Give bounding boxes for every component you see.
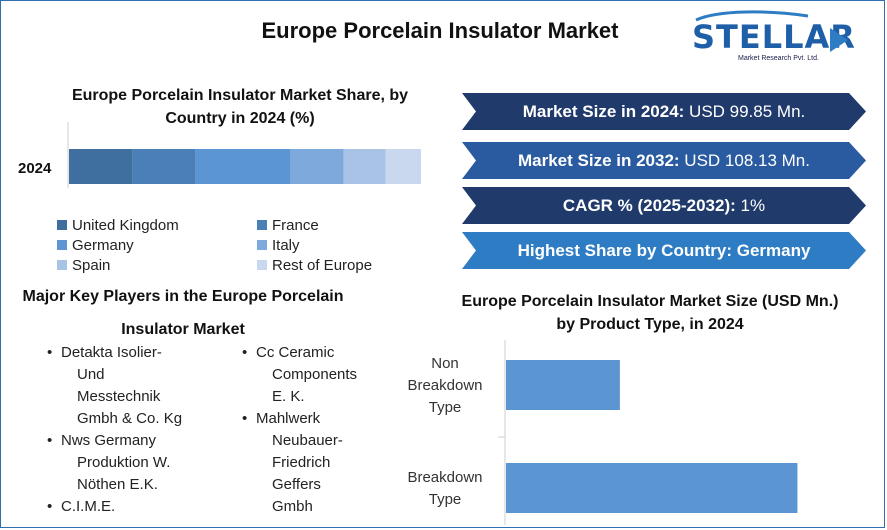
country-share-chart: 2024	[18, 122, 421, 188]
key-player-name-line: Components	[272, 366, 358, 383]
key-player-name-line: Gmbh & Co. Kg	[77, 410, 183, 427]
legend-swatch	[257, 260, 267, 270]
legend-label: Italy	[272, 237, 300, 254]
banner-cagr: CAGR % (2025-2032): 1%	[462, 187, 866, 224]
logo-tagline: Market Research Pvt. Ltd.	[738, 55, 819, 62]
key-player-name-line: Produktion W.	[77, 454, 171, 471]
share-bar-united-kingdom	[69, 149, 133, 184]
key-players-column-2: • Cc Ceramic Components E. K. • Mahlwerk Neuba…	[242, 342, 392, 518]
key-player-name: Nws Germany	[61, 432, 157, 449]
share-bar-rest-of-europe	[385, 149, 421, 184]
key-player-name-line: Friedrich	[272, 454, 331, 471]
type-bar	[506, 360, 620, 410]
banner-shape	[462, 142, 866, 179]
key-player-name-line: E. K.	[272, 388, 305, 405]
type-category-label: Breakdown Type	[407, 469, 482, 508]
key-player-name: Mahlwerk	[256, 410, 321, 427]
key-players-column-1: • Detakta Isolier- Und Messtechnik Gmbh & Co…	[47, 342, 237, 518]
banner-label: Highest Share by Country: Germany	[517, 241, 811, 260]
country-share-title: Europe Porcelain Insulator Market Share,…	[71, 87, 409, 127]
share-category-label: 2024	[18, 160, 52, 177]
share-bar-group	[69, 149, 421, 184]
banner-market-size-2032: Market Size in 2032: USD 108.13 Mn.	[462, 142, 866, 179]
key-players-title: Major Key Players in the Europe Porcelai…	[22, 288, 344, 338]
key-player-name-line: Gmbh	[272, 498, 313, 515]
legend-label: Spain	[72, 257, 111, 274]
legend-item: Spain	[57, 256, 110, 276]
type-bar-group	[506, 360, 798, 513]
bullet-icon: •	[47, 432, 53, 449]
key-player-name: C.I.M.E.	[61, 498, 116, 515]
logo-wordmark: STELLAR	[692, 18, 856, 56]
share-bar-italy	[290, 149, 344, 184]
bullet-icon: •	[47, 498, 53, 515]
key-player-item: • Mahlwerk Neubauer- Friedrich Geffers Gmbh	[242, 408, 392, 518]
share-bar-france	[132, 149, 196, 184]
banner-label: Market Size in 2032:	[518, 151, 680, 170]
legend-swatch	[257, 220, 267, 230]
banner-shape	[462, 232, 866, 269]
bullet-icon: •	[47, 344, 53, 361]
legend-swatch	[257, 240, 267, 250]
banner-shape	[462, 187, 866, 224]
legend-swatch	[57, 260, 67, 270]
legend-swatch	[57, 220, 67, 230]
key-player-name-line: Und	[77, 366, 105, 383]
legend-item: Germany	[57, 236, 134, 256]
stellar-logo: STELLAR Market Research Pvt. Ltd.	[678, 8, 878, 68]
key-player-item: • C.I.M.E.	[47, 496, 237, 518]
banner-label: Market Size in 2024:	[522, 102, 685, 121]
product-type-title: Europe Porcelain Insulator Market Size (…	[461, 293, 839, 333]
share-bar-spain	[343, 149, 386, 184]
legend-item: France	[257, 216, 319, 236]
banner-value: USD 108.13 Mn.	[679, 151, 810, 170]
key-player-item: • Detakta Isolier- Und Messtechnik Gmbh & Co…	[47, 342, 237, 430]
key-player-name-line: Nöthen E.K.	[77, 476, 158, 493]
banner-market-size-2024: Market Size in 2024: USD 99.85 Mn.	[462, 93, 866, 130]
banner-highest-share: Highest Share by Country: Germany	[462, 232, 866, 269]
bullet-icon: •	[242, 410, 248, 427]
legend-label: Rest of Europe	[272, 257, 373, 274]
key-player-item: • Nws Germany Produktion W. Nöthen E.K.	[47, 430, 237, 496]
key-player-name-line: Neubauer-	[272, 432, 343, 449]
banner-label: CAGR % (2025-2032):	[562, 196, 736, 215]
legend-item: Italy	[257, 236, 300, 256]
key-player-name: Cc Ceramic	[256, 344, 335, 361]
page-title: Europe Porcelain Insulator Market	[261, 18, 619, 43]
key-player-name: Detakta Isolier-	[61, 344, 162, 361]
key-player-name-line: Messtechnik	[77, 388, 161, 405]
legend-label: United Kingdom	[72, 217, 179, 234]
legend-label: France	[272, 217, 319, 234]
banner-value: USD 99.85 Mn.	[684, 102, 806, 121]
type-label-group: Non Breakdown Type Breakdown Type	[407, 355, 482, 508]
logo-graphic: STELLAR Market Research Pvt. Ltd.	[692, 10, 856, 62]
key-player-item: • Cc Ceramic Components E. K.	[242, 342, 392, 408]
product-type-chart: Non Breakdown Type Breakdown Type	[407, 340, 798, 525]
type-category-label: Non Breakdown Type	[407, 355, 482, 416]
share-bar-germany	[195, 149, 291, 184]
legend-item: United Kingdom	[57, 216, 179, 236]
banner-value: 1%	[735, 196, 766, 215]
banner-shape	[462, 93, 866, 130]
legend-item: Rest of Europe	[257, 256, 372, 276]
logo-swoosh-icon	[695, 10, 809, 22]
legend-swatch	[57, 240, 67, 250]
type-bar	[506, 463, 798, 513]
bullet-icon: •	[242, 344, 248, 361]
key-player-name-line: Geffers	[272, 476, 321, 493]
logo-arrow-icon	[830, 28, 848, 52]
legend-label: Germany	[72, 237, 134, 254]
